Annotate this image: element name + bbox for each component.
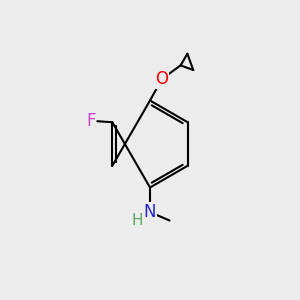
Text: H: H (132, 213, 143, 228)
Text: F: F (86, 112, 95, 130)
Text: N: N (144, 203, 156, 221)
Text: O: O (155, 70, 169, 88)
